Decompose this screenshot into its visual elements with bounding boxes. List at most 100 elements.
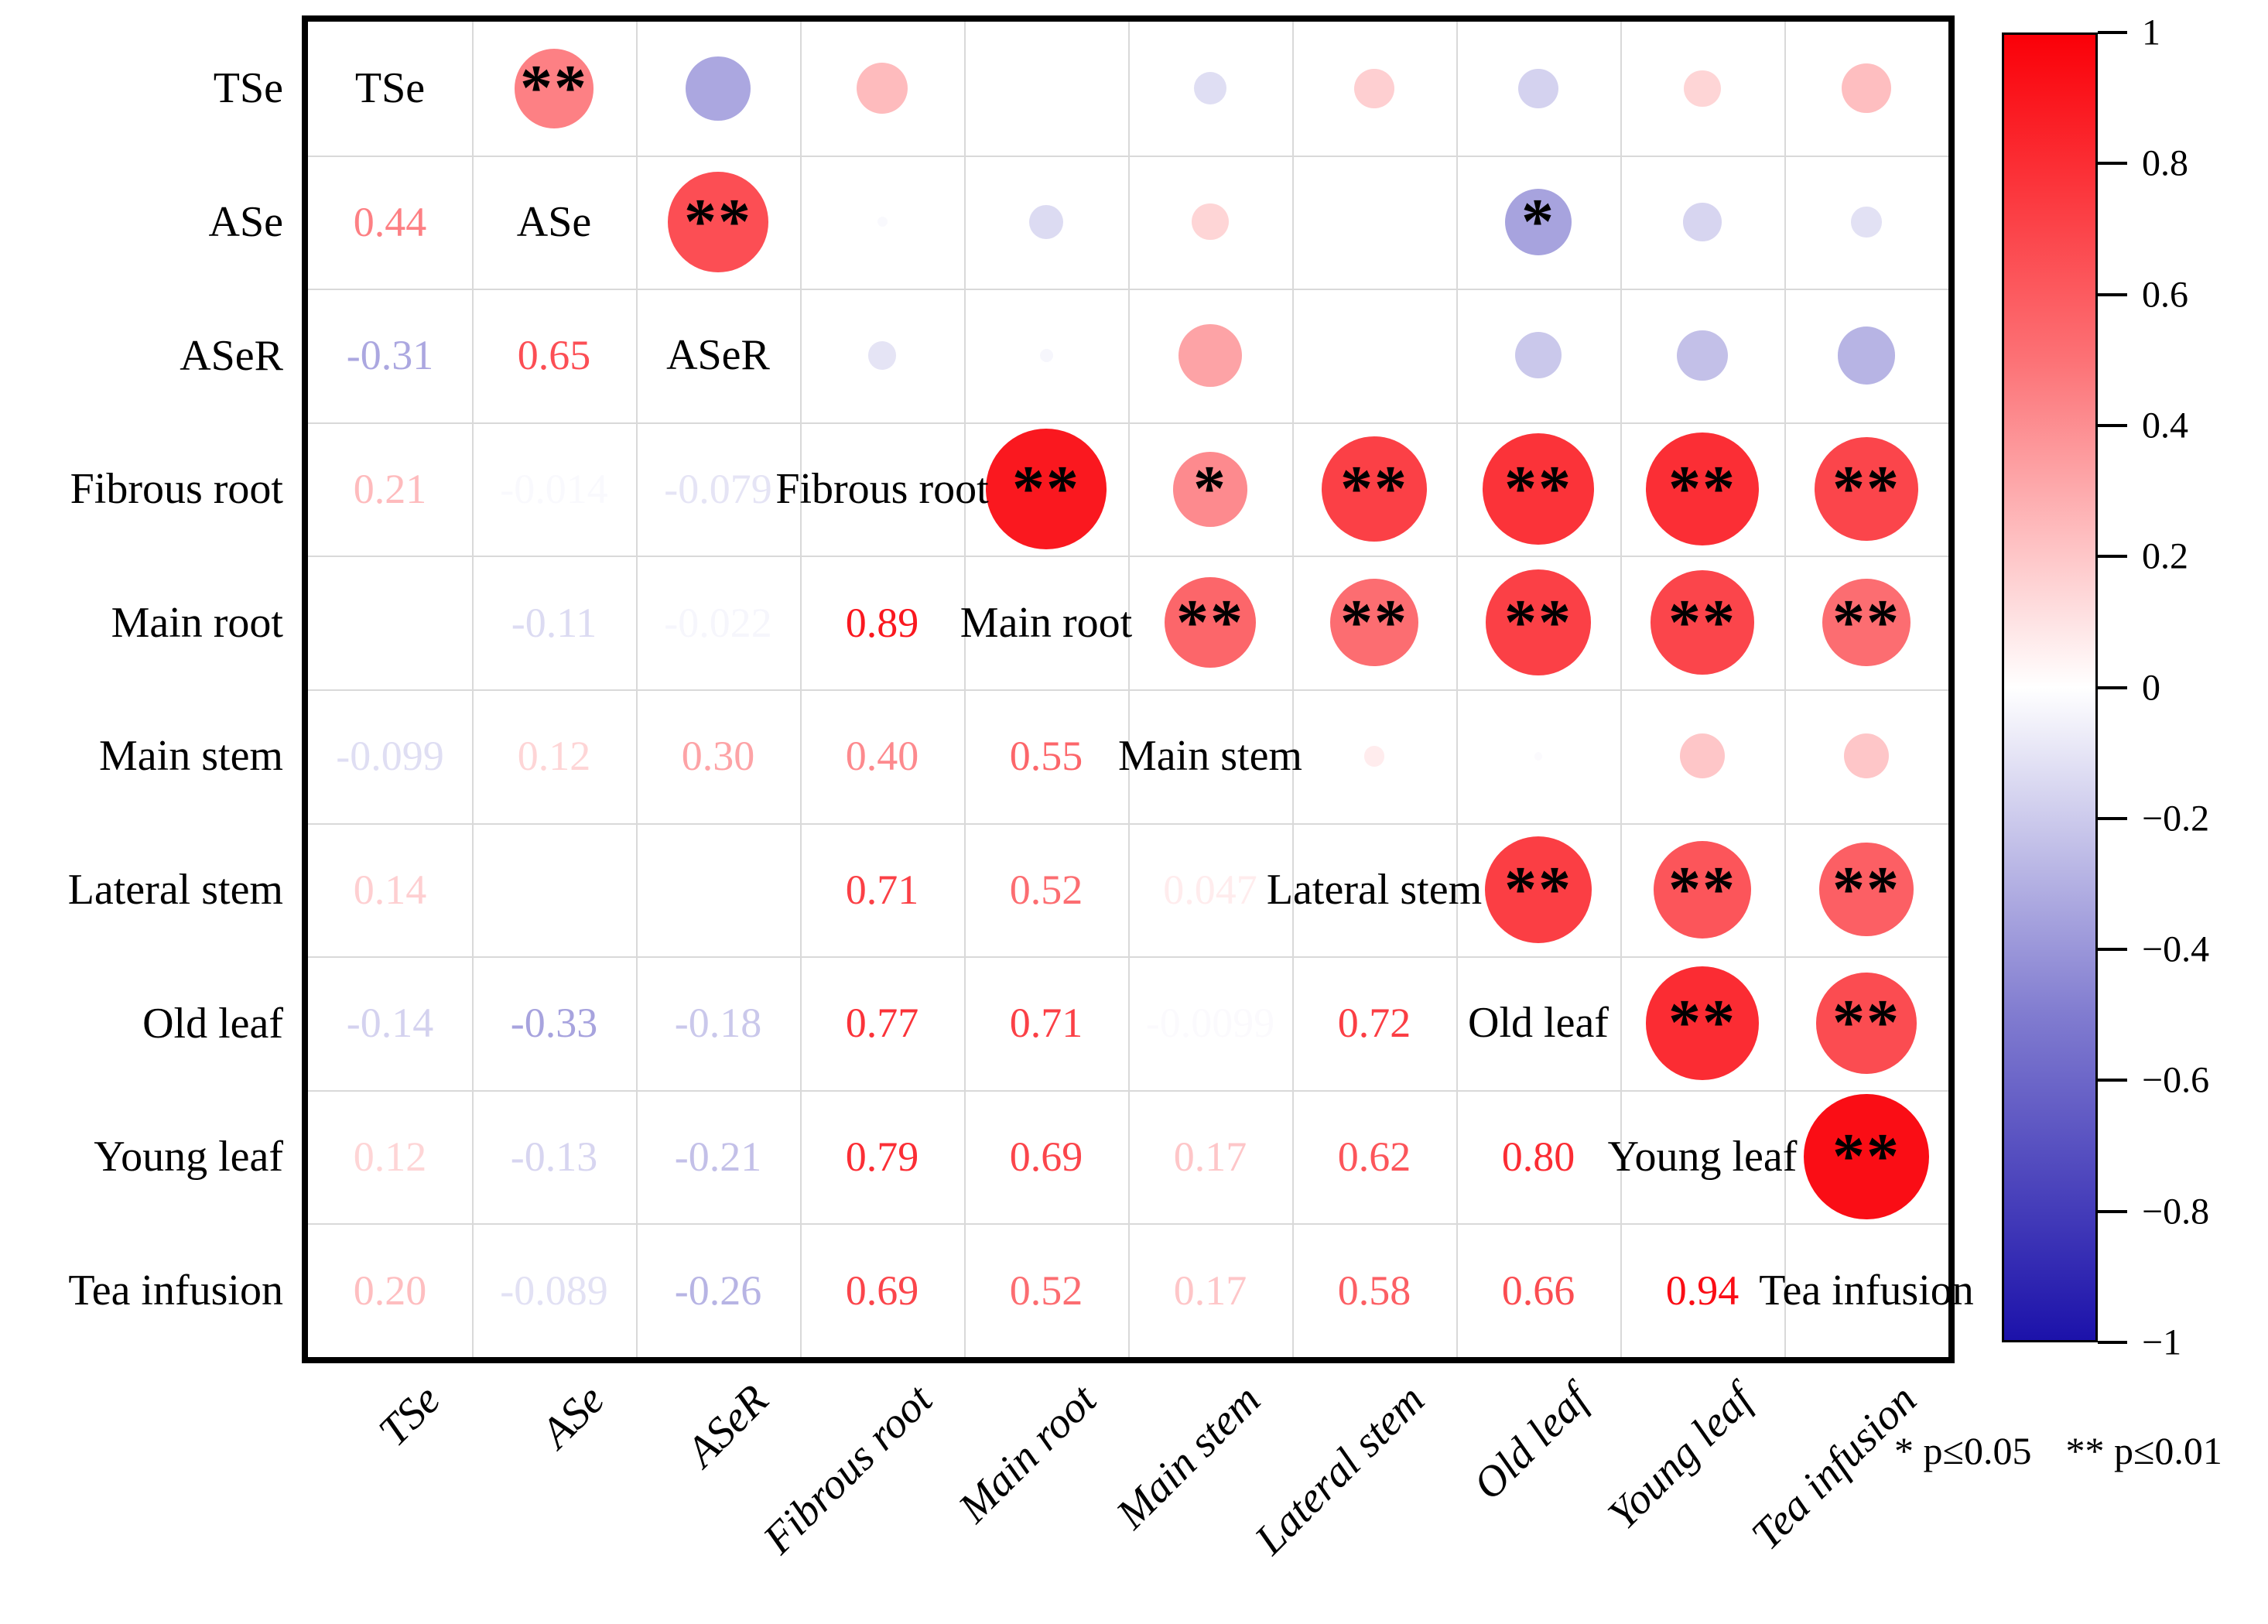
y-axis-label: TSe	[213, 64, 283, 113]
correlation-value-cell: 0.14	[308, 823, 472, 957]
diagonal-cell: Tea infusion	[1759, 1223, 1974, 1357]
significance-stars: *	[1521, 185, 1555, 258]
correlation-value: 0.12	[353, 1133, 427, 1181]
significance-stars: **	[1504, 453, 1572, 525]
correlation-circle-cell: **	[1620, 956, 1784, 1090]
grid-line-horizontal	[308, 689, 1948, 691]
diagonal-label: ASeR	[666, 331, 770, 380]
y-axis-label: Old leaf	[142, 999, 283, 1048]
colorbar-tick	[2098, 1341, 2127, 1344]
significance-stars: *	[1192, 453, 1227, 525]
significance-legend-p05: * p≤0.05	[1894, 1429, 2032, 1472]
diagonal-cell: ASe	[472, 156, 636, 289]
diagonal-label: Young leaf	[1607, 1133, 1798, 1181]
correlation-value-cell	[636, 823, 800, 957]
colorbar-tick	[2098, 162, 2127, 166]
colorbar-tick-label: 0.8	[2142, 142, 2188, 184]
correlation-value: -0.022	[664, 599, 772, 646]
correlation-value: -0.21	[674, 1133, 762, 1181]
correlation-value: 0.52	[1009, 866, 1083, 913]
significance-stars: **	[1832, 986, 1900, 1059]
correlation-value-cell: 0.79	[800, 1090, 964, 1224]
correlation-circle-cell	[636, 22, 800, 156]
correlation-value-cell: 0.17	[1128, 1223, 1292, 1357]
correlation-circle	[1851, 207, 1882, 238]
colorbar-tick-label: −0.8	[2142, 1191, 2210, 1233]
correlation-circle-cell	[964, 289, 1128, 422]
correlation-value: 0.71	[1009, 1000, 1083, 1047]
correlation-circle	[1844, 733, 1889, 779]
correlation-value: 0.17	[1173, 1267, 1247, 1314]
correlation-circle	[1515, 332, 1562, 379]
correlation-value-cell: 0.52	[964, 823, 1128, 957]
significance-stars: **	[1012, 453, 1080, 525]
correlation-circle	[1680, 733, 1725, 779]
x-axis-label: ASeR	[677, 1376, 778, 1476]
correlation-value-cell: 0.40	[800, 689, 964, 823]
correlation-circle-cell: **	[1292, 556, 1456, 689]
correlation-circle-cell	[1456, 689, 1620, 823]
correlation-circle-cell: **	[1784, 422, 1948, 556]
correlation-circle	[1178, 323, 1242, 388]
correlation-value: -0.26	[674, 1267, 762, 1314]
correlation-value-cell: 0.17	[1128, 1090, 1292, 1224]
correlation-circle: **	[1321, 436, 1428, 542]
diagonal-label: Main root	[960, 598, 1133, 647]
y-axis-label: ASe	[208, 197, 283, 246]
correlation-value-cell: -0.14	[308, 956, 472, 1090]
correlation-circle: **	[985, 428, 1107, 550]
diagonal-label: ASe	[516, 197, 592, 246]
correlation-value-cell: 0.62	[1292, 1090, 1456, 1224]
correlation-circle-cell	[1456, 289, 1620, 422]
correlation-circle-cell: **	[1292, 422, 1456, 556]
significance-stars: **	[1832, 1120, 1900, 1193]
correlation-value-cell: 0.55	[964, 689, 1128, 823]
x-axis-label: Old leaf	[1464, 1376, 1598, 1509]
correlation-circle: **	[1645, 966, 1760, 1080]
diagonal-cell: Old leaf	[1456, 956, 1620, 1090]
correlation-value-cell: 0.12	[472, 689, 636, 823]
correlation-value: 0.58	[1337, 1267, 1411, 1314]
correlation-circle: **	[1653, 840, 1752, 939]
correlation-value: -0.0099	[1145, 1000, 1275, 1047]
significance-stars: **	[1832, 453, 1900, 525]
x-axis-label: Main root	[949, 1376, 1106, 1532]
correlation-circle-cell	[1292, 689, 1456, 823]
correlation-circle	[1837, 327, 1896, 385]
correlation-value: -0.14	[346, 1000, 434, 1047]
y-axis-label: Lateral stem	[67, 865, 283, 914]
correlation-value-cell: -0.33	[472, 956, 636, 1090]
grid-line-horizontal	[308, 956, 1948, 959]
x-axis-label: Young leaf	[1599, 1376, 1762, 1539]
correlation-value: -0.11	[511, 599, 597, 646]
correlation-value: 0.44	[353, 198, 427, 245]
significance-stars: **	[1668, 853, 1736, 925]
correlation-value-cell: 0.65	[472, 289, 636, 422]
grid-line-vertical	[1620, 22, 1622, 1357]
correlation-circle-cell	[964, 22, 1128, 156]
correlation-value-cell: 0.12	[308, 1090, 472, 1224]
correlation-value-cell: 0.71	[964, 956, 1128, 1090]
correlation-circle-cell	[1292, 289, 1456, 422]
significance-stars: **	[1503, 853, 1572, 925]
colorbar-tick	[2098, 555, 2127, 559]
correlation-circle-cell: **	[1456, 823, 1620, 957]
correlation-value: -0.31	[346, 332, 434, 379]
correlation-value: 0.20	[353, 1267, 427, 1314]
correlation-circle: **	[1483, 433, 1594, 545]
x-axis-label: Lateral stem	[1245, 1376, 1434, 1564]
correlation-circle-cell	[1784, 22, 1948, 156]
diagonal-label: TSe	[354, 64, 426, 113]
x-axis-label: Main stem	[1107, 1376, 1270, 1538]
correlation-value: 0.14	[353, 866, 427, 913]
correlation-circle	[686, 56, 751, 121]
colorbar-tick-label: 1	[2142, 12, 2160, 53]
correlation-value-cell: 0.30	[636, 689, 800, 823]
correlation-value: -0.13	[510, 1133, 598, 1181]
significance-legend-p01: ** p≤0.01	[2065, 1429, 2222, 1472]
colorbar-tick-label: −0.2	[2142, 798, 2210, 839]
significance-stars: **	[1339, 453, 1408, 525]
correlation-circle-cell	[1292, 156, 1456, 289]
y-axis-label: Fibrous root	[70, 465, 283, 514]
correlation-value-cell: 0.80	[1456, 1090, 1620, 1224]
